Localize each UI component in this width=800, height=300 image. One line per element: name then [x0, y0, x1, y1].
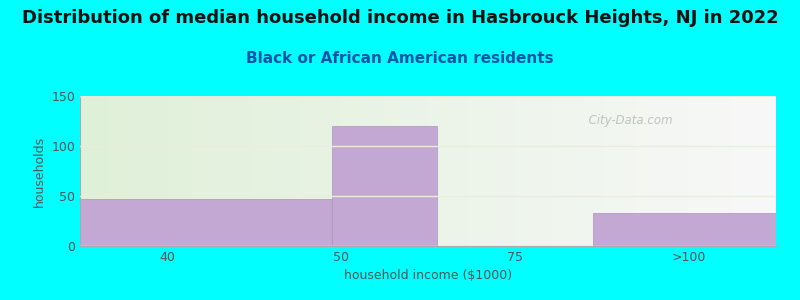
Bar: [332, 126, 437, 246]
X-axis label: household income ($1000): household income ($1000): [344, 269, 512, 282]
Bar: [80, 199, 332, 246]
Text: Distribution of median household income in Hasbrouck Heights, NJ in 2022: Distribution of median household income …: [22, 9, 778, 27]
Text: City-Data.com: City-Data.com: [581, 114, 673, 127]
Y-axis label: households: households: [33, 135, 46, 207]
Text: Black or African American residents: Black or African American residents: [246, 51, 554, 66]
Bar: [594, 213, 776, 246]
